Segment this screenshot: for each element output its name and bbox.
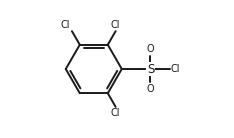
Text: O: O: [147, 44, 154, 54]
Text: Cl: Cl: [111, 19, 120, 30]
Text: Cl: Cl: [171, 64, 180, 74]
Text: S: S: [147, 63, 154, 75]
Text: O: O: [147, 84, 154, 94]
Text: Cl: Cl: [111, 108, 120, 119]
Text: Cl: Cl: [60, 20, 70, 30]
